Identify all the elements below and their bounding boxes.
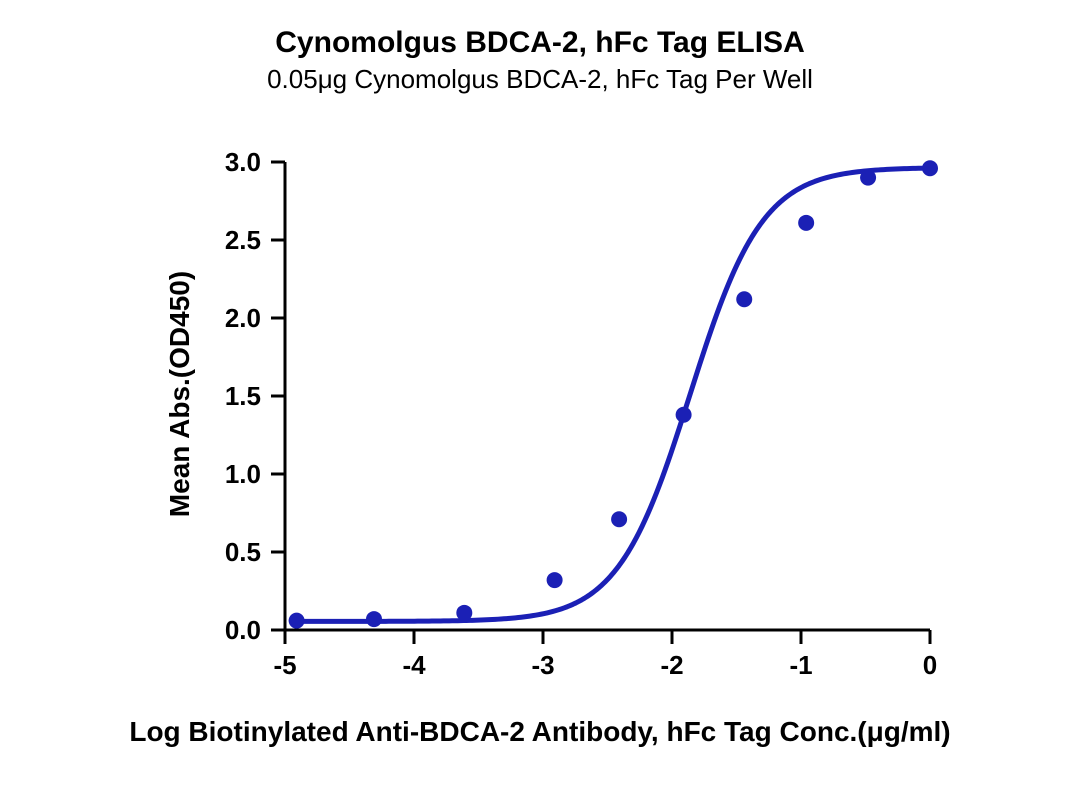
data-point [798,215,814,231]
data-point [676,407,692,423]
y-tick-label: 2.5 [225,225,261,255]
x-tick-label: 0 [923,650,937,680]
x-tick-label: -2 [660,650,683,680]
y-tick-label: 0.5 [225,537,261,567]
data-point [922,160,938,176]
y-tick-label: 0.0 [225,615,261,645]
x-tick-label: -5 [273,650,296,680]
x-tick-label: -1 [789,650,812,680]
y-tick-label: 1.5 [225,381,261,411]
y-tick-label: 3.0 [225,147,261,177]
data-point [736,291,752,307]
data-point [860,170,876,186]
y-tick-label: 2.0 [225,303,261,333]
data-point [289,613,305,629]
elisa-chart: Cynomolgus BDCA-2, hFc Tag ELISA 0.05μg … [0,0,1080,792]
data-point [547,572,563,588]
plot-svg: 0.0 0.5 1.0 1.5 2.0 2.5 3.0 -5 -4 -3 -2 -1 0 [0,0,1080,792]
x-tick-label: -3 [531,650,554,680]
data-point [611,511,627,527]
data-point [456,605,472,621]
y-tick-label: 1.0 [225,459,261,489]
series-line [297,168,930,621]
x-tick-label: -4 [402,650,426,680]
data-point [366,611,382,627]
